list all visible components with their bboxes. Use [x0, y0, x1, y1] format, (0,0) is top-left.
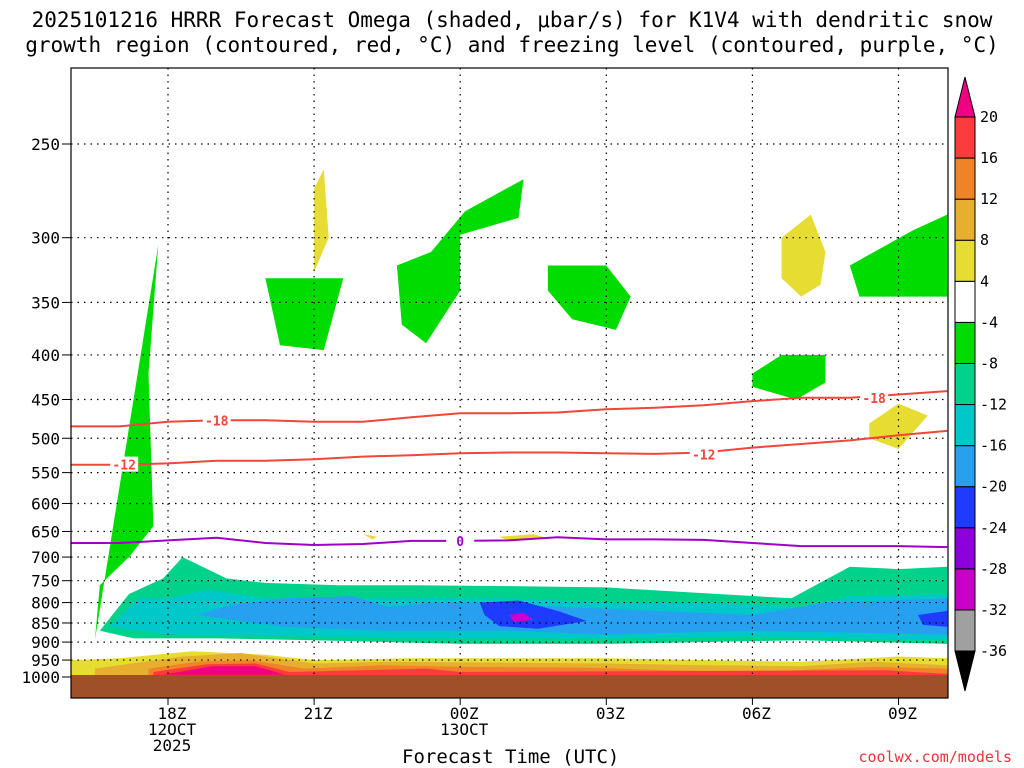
- colorbar-label: 4: [980, 272, 989, 290]
- omega-region-minus4-c: [547, 265, 631, 330]
- x-tick-label: 13OCT: [440, 720, 489, 739]
- plot-frame: [70, 67, 949, 699]
- omega-region-minus16: [197, 596, 948, 635]
- colorbar-label: -8: [980, 354, 998, 372]
- colorbar-label: -32: [980, 601, 1007, 619]
- omega-region-plus4-a: [314, 169, 329, 272]
- colorbar-swatch: [954, 609, 976, 652]
- y-tick-label: 350: [31, 293, 60, 312]
- contour-lines: -18 -18 -12 -12 0: [71, 389, 948, 550]
- y-tick-label: 250: [31, 135, 60, 154]
- ground-strip: [71, 675, 948, 698]
- omega-region-minus28: [508, 612, 534, 623]
- contour-label-bg: [110, 456, 139, 472]
- y-tick-label: 400: [31, 346, 60, 365]
- omega-region-minus20-b: [918, 610, 948, 627]
- colorbar-swatch: [954, 527, 976, 570]
- colorbar-label: -4: [980, 313, 998, 331]
- contour-0: [71, 536, 948, 549]
- contour--12: [71, 429, 948, 466]
- y-tick-label: 600: [31, 494, 60, 513]
- y-axis: 2503003504004505005506006507007508008509…: [21, 135, 71, 687]
- colorbar-swatch: [954, 362, 976, 406]
- omega-region-plus4-e: [499, 534, 548, 541]
- colorbar-end-low: [954, 650, 976, 692]
- y-tick-label: 550: [31, 464, 60, 483]
- colorbar-label: 20: [980, 108, 998, 126]
- x-tick-label: 03Z: [596, 704, 625, 723]
- colorbar-label: -36: [980, 642, 1007, 660]
- contour-label: 0: [456, 535, 464, 550]
- y-tick-label: 650: [31, 522, 60, 541]
- y-tick-label: 750: [31, 572, 60, 591]
- y-tick-label: 450: [31, 390, 60, 409]
- x-axis-label: Forecast Time (UTC): [402, 746, 620, 768]
- omega-region-plus16-surface: [153, 663, 948, 675]
- contour-label-bg: [860, 389, 889, 405]
- colorbar-label: -16: [980, 437, 1007, 455]
- contour-label: -12: [692, 449, 715, 464]
- colorbar-label: -12: [980, 396, 1007, 414]
- omega-region-plus4-b: [781, 214, 826, 297]
- colorbar-label: -20: [980, 478, 1007, 496]
- contour-label: -18: [205, 414, 229, 429]
- x-tick-label: 06Z: [742, 704, 771, 723]
- colorbar-label: 16: [980, 149, 998, 167]
- y-tick-label: 950: [31, 651, 60, 670]
- x-tick-label: 21Z: [304, 704, 333, 723]
- y-tick-label: 900: [31, 633, 60, 652]
- x-tick-label: 2025: [153, 736, 192, 755]
- chart-title: 2025101216 HRRR Forecast Omega (shaded, …: [0, 8, 1024, 58]
- colorbar-label: -24: [980, 519, 1007, 537]
- y-tick-label: 500: [31, 429, 60, 448]
- colorbar-end-high: [954, 76, 976, 118]
- y-tick-label: 800: [31, 594, 60, 613]
- x-tick-label: 09Z: [888, 704, 917, 723]
- contour-label-bg: [202, 412, 231, 428]
- omega-region-minus4-d: [752, 354, 826, 400]
- colorbar-swatch: [954, 404, 976, 447]
- colorbar-swatch: [954, 239, 976, 282]
- omega-region-minus20-a: [479, 600, 587, 629]
- colorbar-label: -28: [980, 560, 1007, 578]
- credit-link[interactable]: coolwx.com/models: [858, 748, 1012, 766]
- colorbar-label: 12: [980, 190, 998, 208]
- omega-region-minus4-e: [849, 214, 948, 297]
- colorbar: -36 -32 -28 -24 -20 -16 -12 -8 -4 4 8 12 16 20: [954, 76, 1007, 692]
- y-tick-label: 850: [31, 614, 60, 633]
- contour-label-bg: [446, 532, 475, 548]
- contour-label: -12: [112, 459, 135, 474]
- colorbar-swatch: [954, 445, 976, 488]
- omega-region-plus20-surface: [163, 666, 285, 675]
- contour-label: -18: [862, 392, 886, 407]
- colorbar-swatch: [954, 198, 976, 241]
- title-line-2: growth region (contoured, red, °C) and f…: [25, 33, 999, 57]
- colorbar-swatch: [954, 568, 976, 611]
- x-tick-label: 18Z: [158, 704, 187, 723]
- y-tick-label: 300: [31, 229, 60, 248]
- omega-region-plus4-d: [362, 534, 378, 540]
- colorbar-swatch: [954, 116, 976, 159]
- colorbar-swatch: [954, 157, 976, 200]
- contour-label-bg: [689, 446, 718, 462]
- x-tick-label: 12OCT: [148, 720, 197, 739]
- colorbar-swatch: [954, 321, 976, 364]
- omega-region-minus4-a: [265, 278, 344, 351]
- y-tick-label: 700: [31, 548, 60, 567]
- y-tick-label: 1000: [21, 668, 60, 687]
- colorbar-swatch: [954, 486, 976, 529]
- omega-region-minus4-main: [94, 244, 159, 641]
- colorbar-label: 8: [980, 231, 989, 249]
- x-tick-label: 00Z: [450, 704, 479, 723]
- colorbar-swatch: [954, 280, 976, 323]
- title-line-1: 2025101216 HRRR Forecast Omega (shaded, …: [31, 8, 993, 32]
